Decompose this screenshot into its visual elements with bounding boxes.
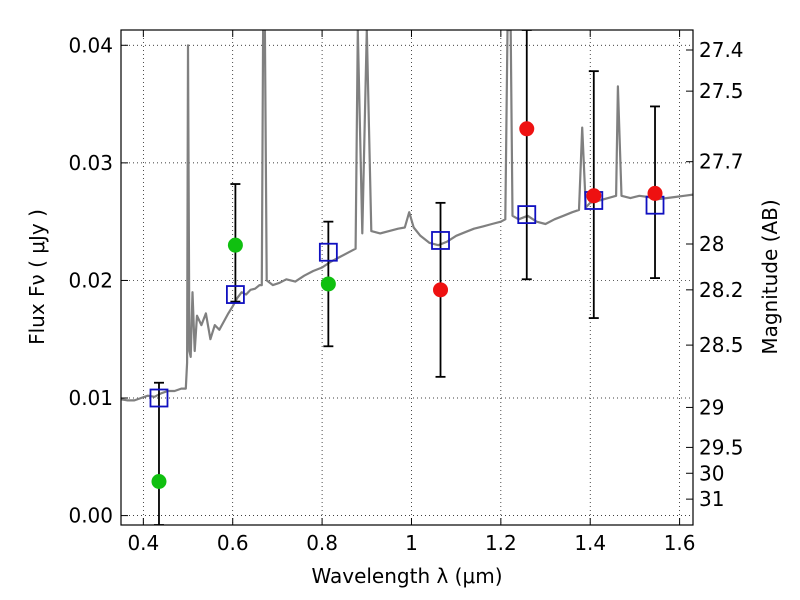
model-square [318, 242, 338, 262]
data-point [647, 185, 663, 201]
data-point [227, 237, 243, 253]
y-axis-label: Flux Fν ( μJy ) [25, 209, 49, 345]
right-tick-label: 29 [699, 395, 724, 419]
right-tick-label: 29.5 [699, 435, 744, 459]
y-tick-label: 0.03 [68, 151, 113, 175]
x-tick-label: 1.6 [664, 531, 696, 555]
x-tick-label: 0.8 [306, 531, 338, 555]
spectrum-line [121, 30, 693, 402]
right-axis-label: Magnitude (AB) [758, 199, 782, 354]
x-tick-label: 1.4 [574, 531, 606, 555]
x-tick-label: 0.6 [217, 531, 249, 555]
x-tick-label: 0.4 [127, 531, 159, 555]
right-tick-label: 28.5 [699, 333, 744, 357]
right-tick-label: 28 [699, 232, 724, 256]
right-tick-label: 28.2 [699, 278, 744, 302]
data-point [320, 276, 336, 292]
x-axis-label: Wavelength λ (μm) [311, 564, 502, 588]
grid-layer [121, 30, 693, 525]
data-point [519, 121, 535, 137]
y-tick-label: 0.01 [68, 386, 113, 410]
x-tick-label: 1.2 [485, 531, 517, 555]
marker-layer [149, 121, 665, 489]
tick-layer: 0.4 0.6 0.8 1 1.2 1.4 1.6 0.00 0.01 0.02 0.03 0.04 2… [68, 30, 744, 555]
model-square [431, 231, 450, 250]
y-tick-label: 0.04 [68, 33, 113, 57]
right-tick-label: 30 [699, 461, 724, 485]
spectrum-layer [121, 30, 693, 402]
right-tick-label: 31 [699, 487, 724, 511]
x-tick-label: 1 [405, 531, 418, 555]
y-tick-label: 0.02 [68, 268, 113, 292]
model-square [225, 285, 245, 304]
model-square [517, 205, 537, 224]
right-tick-label: 27.5 [699, 79, 744, 103]
data-point [433, 282, 449, 298]
errorbar-layer [153, 30, 661, 525]
right-tick-label: 27.4 [699, 38, 744, 62]
data-point [151, 473, 167, 489]
data-point [586, 188, 602, 204]
y-tick-label: 0.00 [68, 504, 113, 528]
right-tick-label: 27.7 [699, 150, 744, 174]
model-square [149, 388, 169, 408]
plot-frame [120, 29, 694, 526]
